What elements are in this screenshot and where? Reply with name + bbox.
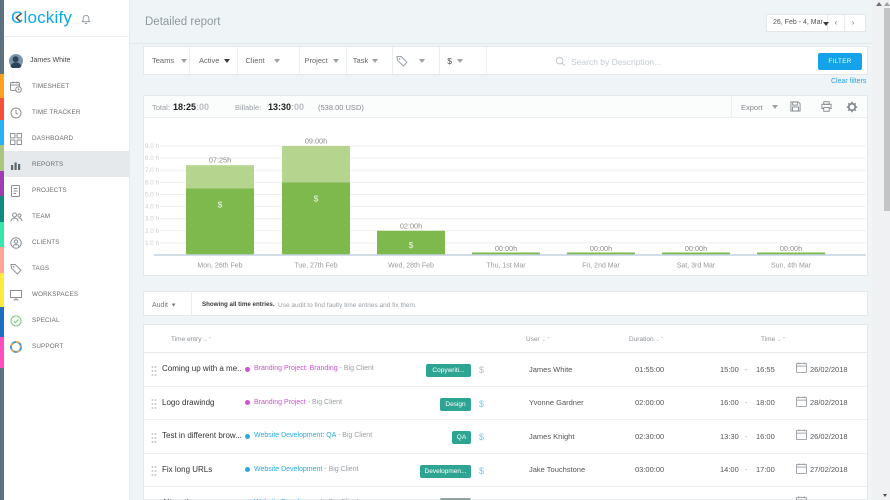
svg-text:3.0 h: 3.0 h xyxy=(145,216,160,223)
svg-text:5.0 h: 5.0 h xyxy=(145,191,160,198)
svg-text:9.0 h: 9.0 h xyxy=(145,143,160,150)
svg-text:4.0 h: 4.0 h xyxy=(145,204,160,211)
svg-text:8.0 h: 8.0 h xyxy=(145,155,160,162)
svg-text:Wed, 28th Feb: Wed, 28th Feb xyxy=(388,263,434,270)
svg-text:00:00h: 00:00h xyxy=(685,244,707,253)
svg-text:2.0 h: 2.0 h xyxy=(145,228,160,235)
svg-text:Tue, 27th Feb: Tue, 27th Feb xyxy=(294,263,337,270)
svg-text:6.0 h: 6.0 h xyxy=(145,179,160,186)
svg-text:07:25h: 07:25h xyxy=(209,156,231,165)
svg-text:Thu, 1st Mar: Thu, 1st Mar xyxy=(486,263,526,270)
svg-text:09:00h: 09:00h xyxy=(305,137,327,146)
svg-text:Sun, 4th Mar: Sun, 4th Mar xyxy=(771,263,812,270)
svg-text:00:00h: 00:00h xyxy=(590,244,612,253)
svg-text:02:00h: 02:00h xyxy=(400,221,422,230)
svg-text:Mon, 26th Feb: Mon, 26th Feb xyxy=(197,263,242,270)
svg-text:7.0 h: 7.0 h xyxy=(145,167,160,174)
svg-text:1.0 h: 1.0 h xyxy=(145,240,160,247)
svg-text:00:00h: 00:00h xyxy=(495,244,517,253)
svg-text:$: $ xyxy=(218,199,223,209)
svg-text:Fri, 2nd Mar: Fri, 2nd Mar xyxy=(582,263,620,270)
svg-text:Sat, 3rd Mar: Sat, 3rd Mar xyxy=(677,263,716,270)
svg-text:$: $ xyxy=(409,240,414,250)
svg-text:00:00h: 00:00h xyxy=(780,244,802,253)
svg-text:$: $ xyxy=(314,193,319,203)
